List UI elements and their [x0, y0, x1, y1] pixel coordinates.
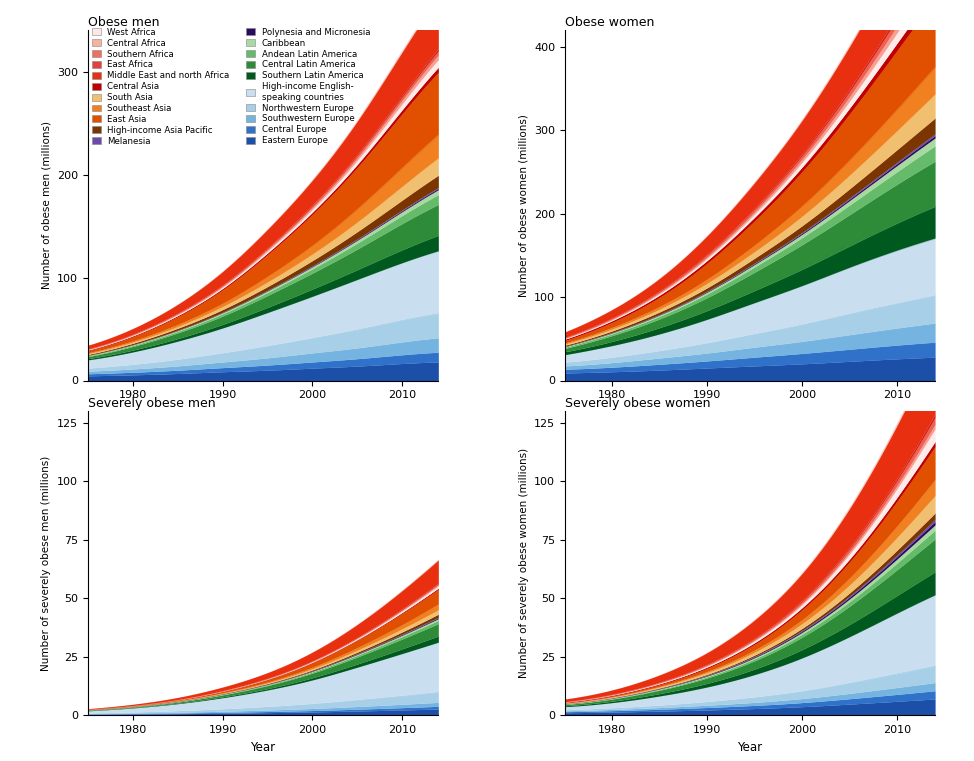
- Y-axis label: Number of severely obese women (millions): Number of severely obese women (millions…: [518, 448, 529, 678]
- Text: Obese women: Obese women: [565, 16, 655, 29]
- Text: Severely obese men: Severely obese men: [88, 396, 215, 409]
- Y-axis label: Number of obese men (millions): Number of obese men (millions): [41, 122, 52, 289]
- Text: Severely obese women: Severely obese women: [565, 396, 710, 409]
- X-axis label: Year: Year: [250, 740, 276, 753]
- X-axis label: Year: Year: [737, 740, 763, 753]
- Legend: Polynesia and Micronesia, Caribbean, Andean Latin America, Central Latin America: Polynesia and Micronesia, Caribbean, And…: [246, 27, 370, 145]
- Y-axis label: Number of obese women (millions): Number of obese women (millions): [518, 114, 529, 297]
- Y-axis label: Number of severely obese men (millions): Number of severely obese men (millions): [41, 456, 52, 670]
- Text: Obese men: Obese men: [88, 16, 159, 29]
